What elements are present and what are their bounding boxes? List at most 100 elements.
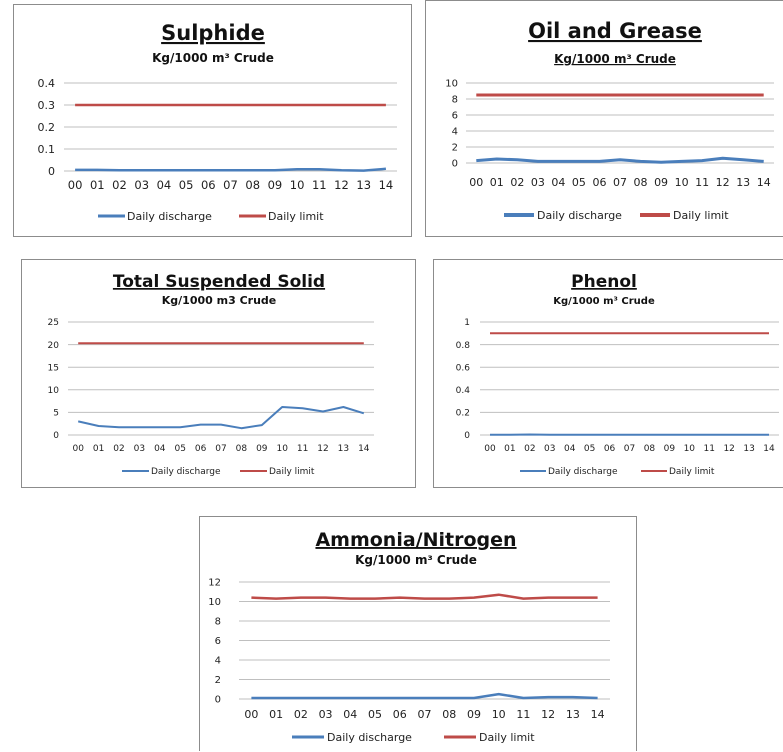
x-tick-label: 12: [716, 176, 730, 189]
x-tick-label: 10: [492, 708, 506, 721]
y-tick-label: 6: [452, 111, 458, 122]
x-tick-label: 10: [675, 176, 689, 189]
x-tick-label: 00: [68, 178, 83, 192]
y-tick-label: 2: [452, 143, 458, 154]
y-tick-label: 10: [445, 79, 458, 90]
x-tick-label: 00: [484, 444, 496, 454]
y-tick-label: 12: [208, 578, 221, 589]
x-tick-label: 01: [93, 444, 104, 454]
x-tick-label: 09: [256, 444, 268, 454]
legend-label-limit: Daily limit: [479, 731, 535, 744]
x-tick-label: 10: [290, 178, 305, 192]
y-tick-label: 5: [53, 409, 59, 419]
y-tick-label: 0.4: [38, 77, 56, 90]
chart-svg-ammonia-nitrogen: Ammonia/Nitrogen Kg/1000 m³ Crude 024681…: [200, 517, 638, 752]
chart-svg-sulphide: Sulphide Kg/1000 m³ Crude 00.10.20.30.40…: [14, 5, 413, 238]
x-tick-label: 12: [541, 708, 555, 721]
x-tick-label: 14: [763, 444, 775, 454]
x-tick-label: 05: [572, 176, 586, 189]
y-tick-label: 6: [215, 636, 221, 647]
legend: Daily discharge Daily limit: [292, 731, 535, 744]
x-tick-label: 13: [743, 444, 754, 454]
x-tick-label: 09: [664, 444, 676, 454]
chart-subtitle: Kg/1000 m³ Crude: [152, 51, 274, 65]
chart-subtitle: Kg/1000 m³ Crude: [554, 52, 676, 66]
series-line-daily-discharge: [78, 407, 364, 428]
legend-label-discharge: Daily discharge: [151, 467, 221, 477]
series-line-daily-discharge: [251, 694, 597, 698]
x-tick-label: 14: [591, 708, 605, 721]
x-tick-label: 09: [654, 176, 668, 189]
chart-total-suspended-solid: Total Suspended Solid Kg/1000 m3 Crude 0…: [21, 259, 416, 488]
x-tick-label: 03: [134, 178, 149, 192]
x-tick-label: 00: [72, 444, 84, 454]
x-tick-label: 02: [113, 444, 124, 454]
x-tick-label: 04: [564, 444, 576, 454]
x-tick-label: 14: [757, 176, 771, 189]
x-tick-label: 06: [195, 444, 207, 454]
x-tick-label: 14: [358, 444, 370, 454]
x-tick-label: 00: [469, 176, 483, 189]
x-tick-label: 10: [684, 444, 696, 454]
x-tick-label: 01: [490, 176, 504, 189]
x-tick-label: 07: [613, 176, 627, 189]
y-tick-label: 0.2: [38, 121, 56, 134]
x-tick-label: 03: [531, 176, 545, 189]
series-line-daily-discharge: [75, 169, 386, 171]
y-tick-label: 0: [53, 431, 59, 441]
legend-label-discharge: Daily discharge: [548, 467, 618, 477]
y-tick-label: 0: [464, 431, 470, 441]
x-tick-label: 12: [317, 444, 328, 454]
x-tick-label: 03: [544, 444, 555, 454]
y-tick-label: 4: [215, 656, 221, 667]
x-tick-label: 05: [584, 444, 595, 454]
x-tick-label: 04: [154, 444, 166, 454]
x-tick-label: 09: [268, 178, 283, 192]
x-tick-label: 07: [624, 444, 635, 454]
chart-title: Sulphide: [161, 21, 265, 45]
chart-subtitle: Kg/1000 m³ Crude: [553, 296, 655, 307]
x-tick-label: 04: [343, 708, 357, 721]
x-tick-label: 06: [393, 708, 407, 721]
y-tick-label: 15: [48, 363, 59, 373]
legend-label-limit: Daily limit: [669, 467, 715, 477]
y-tick-label: 0.6: [456, 363, 471, 373]
y-tick-label: 25: [48, 318, 59, 328]
y-tick-label: 0: [452, 159, 458, 170]
x-tick-label: 00: [244, 708, 258, 721]
x-tick-label: 02: [294, 708, 308, 721]
x-tick-label: 13: [338, 444, 349, 454]
x-tick-label: 06: [201, 178, 216, 192]
y-tick-label: 10: [48, 386, 60, 396]
x-tick-label: 10: [276, 444, 288, 454]
x-tick-label: 13: [356, 178, 371, 192]
x-tick-label: 08: [236, 444, 248, 454]
x-tick-label: 03: [134, 444, 145, 454]
y-tick-label: 0: [48, 165, 55, 178]
chart-subtitle: Kg/1000 m3 Crude: [162, 294, 276, 307]
x-tick-label: 06: [592, 176, 606, 189]
legend-label-limit: Daily limit: [268, 210, 324, 223]
x-tick-label: 06: [604, 444, 616, 454]
x-tick-label: 01: [269, 708, 283, 721]
x-tick-label: 08: [634, 176, 648, 189]
x-tick-label: 11: [297, 444, 308, 454]
chart-title: Phenol: [571, 272, 637, 292]
x-tick-label: 01: [90, 178, 105, 192]
y-tick-label: 4: [452, 127, 458, 138]
x-tick-label: 02: [112, 178, 127, 192]
legend: Daily discharge Daily limit: [504, 209, 729, 222]
legend-label-discharge: Daily discharge: [327, 731, 412, 744]
chart-svg-phenol: Phenol Kg/1000 m³ Crude 00.20.40.60.8100…: [434, 260, 783, 489]
x-tick-label: 12: [723, 444, 734, 454]
x-tick-label: 05: [179, 178, 194, 192]
x-tick-label: 01: [504, 444, 515, 454]
x-tick-label: 14: [379, 178, 394, 192]
y-tick-label: 8: [215, 617, 221, 628]
x-tick-label: 04: [551, 176, 565, 189]
